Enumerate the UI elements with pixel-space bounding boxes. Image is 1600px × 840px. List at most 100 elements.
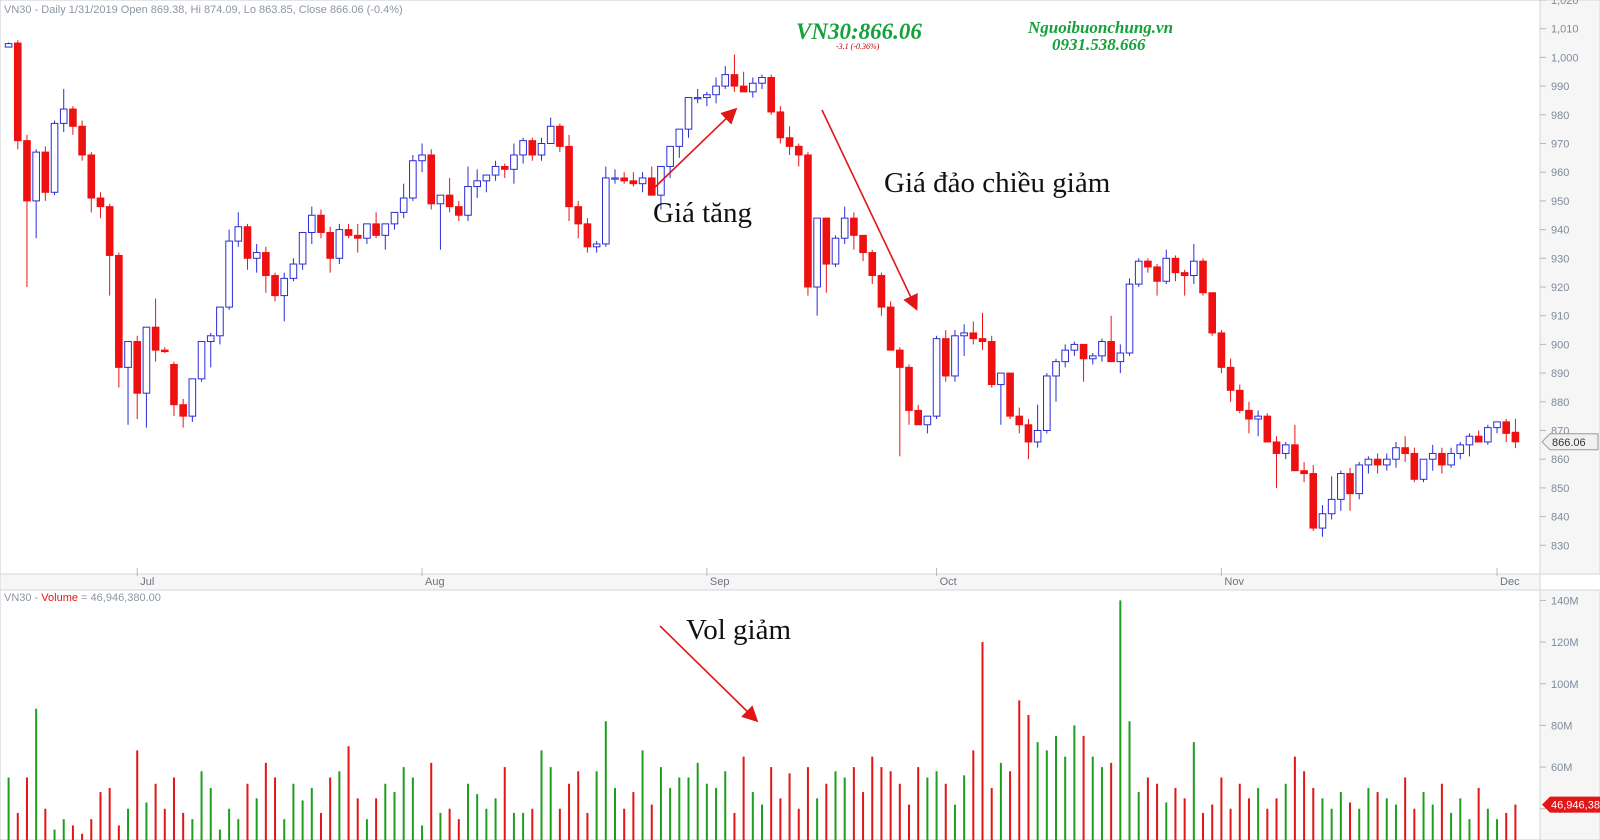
candle bbox=[1456, 441, 1465, 460]
candle bbox=[1484, 424, 1492, 445]
candle bbox=[932, 335, 941, 420]
candle bbox=[1116, 344, 1125, 374]
candle-body bbox=[932, 338, 941, 417]
price-axis: 8308408508608708808909009109209309409509… bbox=[1540, 0, 1579, 552]
candle-body bbox=[1447, 452, 1455, 466]
candle bbox=[914, 404, 923, 426]
candle bbox=[482, 174, 491, 193]
candle-body bbox=[151, 326, 160, 351]
candle-body bbox=[1410, 452, 1419, 480]
candle-body bbox=[59, 108, 68, 124]
candle bbox=[1419, 458, 1428, 483]
candle-body bbox=[850, 217, 858, 236]
candle-body bbox=[335, 229, 344, 259]
candle bbox=[1511, 418, 1520, 449]
candle-body bbox=[776, 111, 785, 139]
candle bbox=[684, 97, 693, 138]
volume-tick-label: 60M bbox=[1551, 762, 1572, 774]
candle-body bbox=[216, 306, 224, 337]
candle bbox=[969, 321, 978, 345]
price-tick-label: 830 bbox=[1551, 540, 1569, 552]
candle bbox=[1373, 453, 1382, 474]
candle-body bbox=[307, 214, 316, 233]
candle bbox=[1355, 462, 1364, 500]
annotation-price-up: Giá tăng bbox=[653, 197, 752, 229]
candle-body bbox=[399, 197, 408, 213]
last-price-tag-shape bbox=[1541, 433, 1599, 451]
candle bbox=[4, 42, 13, 48]
candle bbox=[41, 146, 50, 201]
candle bbox=[32, 149, 40, 239]
candle bbox=[1015, 407, 1024, 434]
price-tick-label: 980 bbox=[1551, 110, 1569, 122]
candle bbox=[601, 166, 610, 247]
candle-body bbox=[905, 366, 913, 411]
candle-body bbox=[601, 177, 610, 245]
price-tick-label: 900 bbox=[1551, 339, 1569, 351]
candle bbox=[188, 378, 197, 422]
candle bbox=[1281, 441, 1290, 460]
candle-body bbox=[960, 332, 968, 337]
candle bbox=[197, 341, 206, 382]
candle-body bbox=[197, 341, 206, 380]
candle-body bbox=[840, 217, 849, 239]
candle bbox=[1153, 264, 1161, 296]
candle-body bbox=[1125, 283, 1134, 354]
index-value: VN30:866.06 bbox=[796, 19, 922, 44]
candle bbox=[565, 134, 573, 221]
candle bbox=[1033, 404, 1042, 448]
candle bbox=[427, 149, 436, 210]
candle bbox=[546, 117, 555, 144]
candle-body bbox=[298, 231, 307, 265]
candle bbox=[372, 212, 380, 239]
candle-body bbox=[1134, 260, 1143, 285]
candle-body bbox=[1245, 409, 1253, 420]
candle-body bbox=[859, 234, 867, 254]
candle-body bbox=[363, 223, 371, 239]
candle bbox=[1364, 456, 1373, 474]
candle bbox=[1272, 436, 1281, 488]
candle bbox=[923, 415, 932, 434]
candle-body bbox=[739, 85, 748, 93]
candle bbox=[105, 203, 114, 296]
candle-body bbox=[381, 223, 390, 236]
candle bbox=[289, 258, 298, 282]
x-tick-label: Oct bbox=[940, 576, 957, 588]
candle-body bbox=[1309, 473, 1318, 529]
candle bbox=[87, 152, 96, 213]
volume-bars bbox=[7, 600, 1517, 840]
candle bbox=[13, 40, 22, 150]
candle-body bbox=[50, 122, 59, 193]
candle-body bbox=[1043, 375, 1051, 431]
candle bbox=[850, 212, 858, 250]
candle bbox=[78, 120, 86, 161]
candle bbox=[831, 235, 840, 267]
candle-body bbox=[115, 254, 123, 368]
candle bbox=[730, 54, 739, 92]
price-tick-label: 940 bbox=[1551, 225, 1569, 237]
candle bbox=[1070, 341, 1079, 356]
candle bbox=[390, 211, 399, 230]
price-info-text: VN30 - Daily 1/31/2019 Open 869.38, Hi 8… bbox=[4, 4, 403, 16]
candle bbox=[556, 123, 564, 153]
x-axis-strip bbox=[0, 573, 1541, 591]
candle-body bbox=[877, 275, 886, 308]
candle bbox=[1245, 401, 1253, 434]
candle-body bbox=[142, 326, 151, 394]
candle-body bbox=[32, 151, 40, 202]
candle bbox=[1098, 338, 1106, 362]
candle bbox=[96, 192, 105, 219]
candle bbox=[381, 223, 390, 250]
candle-body bbox=[822, 217, 831, 265]
candle bbox=[363, 223, 371, 244]
candle-body bbox=[987, 341, 996, 386]
candle-body bbox=[1382, 458, 1391, 466]
candle bbox=[804, 152, 812, 296]
candle-body bbox=[1392, 447, 1400, 460]
candle bbox=[1309, 464, 1318, 531]
candle bbox=[1502, 419, 1511, 442]
candle-body bbox=[1024, 424, 1033, 443]
candle-body bbox=[1254, 415, 1262, 420]
candle-body bbox=[1337, 473, 1345, 500]
candle-body bbox=[1327, 498, 1336, 515]
